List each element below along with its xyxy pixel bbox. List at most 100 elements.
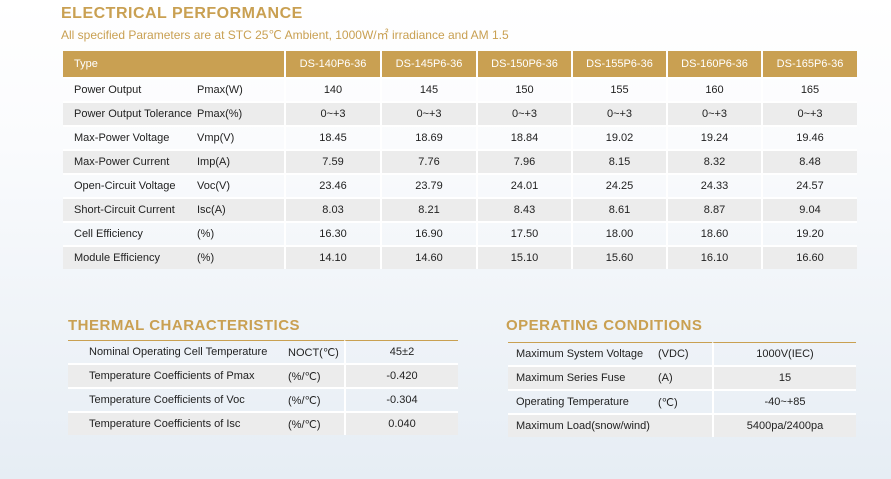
param-value: 18.69 bbox=[380, 125, 476, 149]
param-value: 1000V(IEC) bbox=[712, 342, 856, 365]
electrical-performance-subtitle: All specified Parameters are at STC 25℃ … bbox=[61, 28, 509, 42]
param-value: 24.33 bbox=[666, 173, 761, 197]
param-name: Temperature Coefficients of Isc bbox=[68, 411, 288, 435]
param-value: 15.10 bbox=[476, 245, 571, 269]
param-value: 24.01 bbox=[476, 173, 571, 197]
table-row: Max-Power Voltage Vmp(V) 18.45 18.69 18.… bbox=[63, 125, 857, 149]
param-name: Max-Power Voltage bbox=[63, 125, 197, 149]
param-unit: Pmax(W) bbox=[197, 77, 284, 101]
param-value: 19.20 bbox=[761, 221, 857, 245]
model-header: DS-150P6-36 bbox=[476, 51, 571, 77]
param-unit: (%/℃) bbox=[288, 363, 344, 387]
param-value: 15 bbox=[712, 365, 856, 389]
param-name: Module Efficiency bbox=[63, 245, 197, 269]
param-value: 16.90 bbox=[380, 221, 476, 245]
param-value: 8.87 bbox=[666, 197, 761, 221]
table-row: Temperature Coefficients of Pmax (%/℃) -… bbox=[68, 363, 458, 387]
param-unit: Imp(A) bbox=[197, 149, 284, 173]
param-value: 23.79 bbox=[380, 173, 476, 197]
table-row: Short-Circuit Current Isc(A) 8.03 8.21 8… bbox=[63, 197, 857, 221]
table-row: Maximum System Voltage (VDC) 1000V(IEC) bbox=[508, 342, 856, 365]
thermal-characteristics-title: THERMAL CHARACTERISTICS bbox=[68, 317, 301, 334]
model-header: DS-165P6-36 bbox=[761, 51, 857, 77]
operating-conditions-title: OPERATING CONDITIONS bbox=[506, 317, 703, 334]
table-row: Temperature Coefficients of Voc (%/℃) -0… bbox=[68, 387, 458, 411]
param-value: 0~+3 bbox=[476, 101, 571, 125]
param-name: Open-Circuit Voltage bbox=[63, 173, 197, 197]
param-value: -0.304 bbox=[344, 387, 458, 411]
param-value: 140 bbox=[284, 77, 380, 101]
param-name: Power Output Tolerance bbox=[63, 101, 197, 125]
param-value: 8.61 bbox=[571, 197, 666, 221]
param-value: 7.96 bbox=[476, 149, 571, 173]
param-name: Operating Temperature bbox=[508, 389, 658, 413]
table-row: Operating Temperature (℃) -40~+85 bbox=[508, 389, 856, 413]
table-row: Maximum Load(snow/wind) 5400pa/2400pa bbox=[508, 413, 856, 437]
param-name: Maximum System Voltage bbox=[508, 342, 658, 365]
param-value: 7.76 bbox=[380, 149, 476, 173]
param-unit: (A) bbox=[658, 365, 712, 389]
param-value: -0.420 bbox=[344, 363, 458, 387]
param-value: 18.84 bbox=[476, 125, 571, 149]
param-unit bbox=[658, 413, 712, 437]
param-unit: Pmax(%) bbox=[197, 101, 284, 125]
param-unit: Voc(V) bbox=[197, 173, 284, 197]
param-value: 8.43 bbox=[476, 197, 571, 221]
param-unit: Vmp(V) bbox=[197, 125, 284, 149]
param-value: 8.21 bbox=[380, 197, 476, 221]
param-value: 0~+3 bbox=[380, 101, 476, 125]
param-value: 16.60 bbox=[761, 245, 857, 269]
param-value: 18.45 bbox=[284, 125, 380, 149]
param-name: Maximum Load(snow/wind) bbox=[508, 413, 658, 437]
param-value: -40~+85 bbox=[712, 389, 856, 413]
param-unit: (%/℃) bbox=[288, 411, 344, 435]
param-value: 45±2 bbox=[344, 340, 458, 363]
param-value: 9.04 bbox=[761, 197, 857, 221]
table-row: Power Output Tolerance Pmax(%) 0~+3 0~+3… bbox=[63, 101, 857, 125]
param-name: Maximum Series Fuse bbox=[508, 365, 658, 389]
model-header: DS-155P6-36 bbox=[571, 51, 666, 77]
param-value: 0.040 bbox=[344, 411, 458, 435]
param-unit: (%) bbox=[197, 221, 284, 245]
param-value: 7.59 bbox=[284, 149, 380, 173]
electrical-performance-title: ELECTRICAL PERFORMANCE bbox=[61, 5, 303, 22]
param-value: 0~+3 bbox=[571, 101, 666, 125]
param-name: Short-Circuit Current bbox=[63, 197, 197, 221]
param-value: 8.32 bbox=[666, 149, 761, 173]
param-name: Temperature Coefficients of Voc bbox=[68, 387, 288, 411]
param-name: Max-Power Current bbox=[63, 149, 197, 173]
table-header-row: Type DS-140P6-36 DS-145P6-36 DS-150P6-36… bbox=[63, 51, 857, 77]
table-row: Nominal Operating Cell Temperature NOCT(… bbox=[68, 340, 458, 363]
param-value: 15.60 bbox=[571, 245, 666, 269]
param-name: Nominal Operating Cell Temperature bbox=[68, 340, 288, 363]
param-value: 0~+3 bbox=[666, 101, 761, 125]
table-row: Power Output Pmax(W) 140 145 150 155 160… bbox=[63, 77, 857, 101]
param-value: 24.25 bbox=[571, 173, 666, 197]
param-value: 16.10 bbox=[666, 245, 761, 269]
param-value: 18.60 bbox=[666, 221, 761, 245]
param-value: 8.03 bbox=[284, 197, 380, 221]
param-name: Cell Efficiency bbox=[63, 221, 197, 245]
param-unit: Isc(A) bbox=[197, 197, 284, 221]
param-value: 14.10 bbox=[284, 245, 380, 269]
model-header: DS-140P6-36 bbox=[284, 51, 380, 77]
table-row: Open-Circuit Voltage Voc(V) 23.46 23.79 … bbox=[63, 173, 857, 197]
table-row: Temperature Coefficients of Isc (%/℃) 0.… bbox=[68, 411, 458, 435]
param-value: 24.57 bbox=[761, 173, 857, 197]
param-value: 145 bbox=[380, 77, 476, 101]
param-value: 0~+3 bbox=[284, 101, 380, 125]
operating-conditions-table: Maximum System Voltage (VDC) 1000V(IEC) … bbox=[508, 342, 856, 437]
param-name: Temperature Coefficients of Pmax bbox=[68, 363, 288, 387]
param-value: 155 bbox=[571, 77, 666, 101]
param-value: 14.60 bbox=[380, 245, 476, 269]
param-value: 0~+3 bbox=[761, 101, 857, 125]
param-value: 19.24 bbox=[666, 125, 761, 149]
table-row: Maximum Series Fuse (A) 15 bbox=[508, 365, 856, 389]
param-value: 165 bbox=[761, 77, 857, 101]
param-value: 150 bbox=[476, 77, 571, 101]
param-value: 16.30 bbox=[284, 221, 380, 245]
param-value: 19.02 bbox=[571, 125, 666, 149]
param-unit: NOCT(℃) bbox=[288, 340, 344, 363]
param-unit: (%) bbox=[197, 245, 284, 269]
param-value: 5400pa/2400pa bbox=[712, 413, 856, 437]
